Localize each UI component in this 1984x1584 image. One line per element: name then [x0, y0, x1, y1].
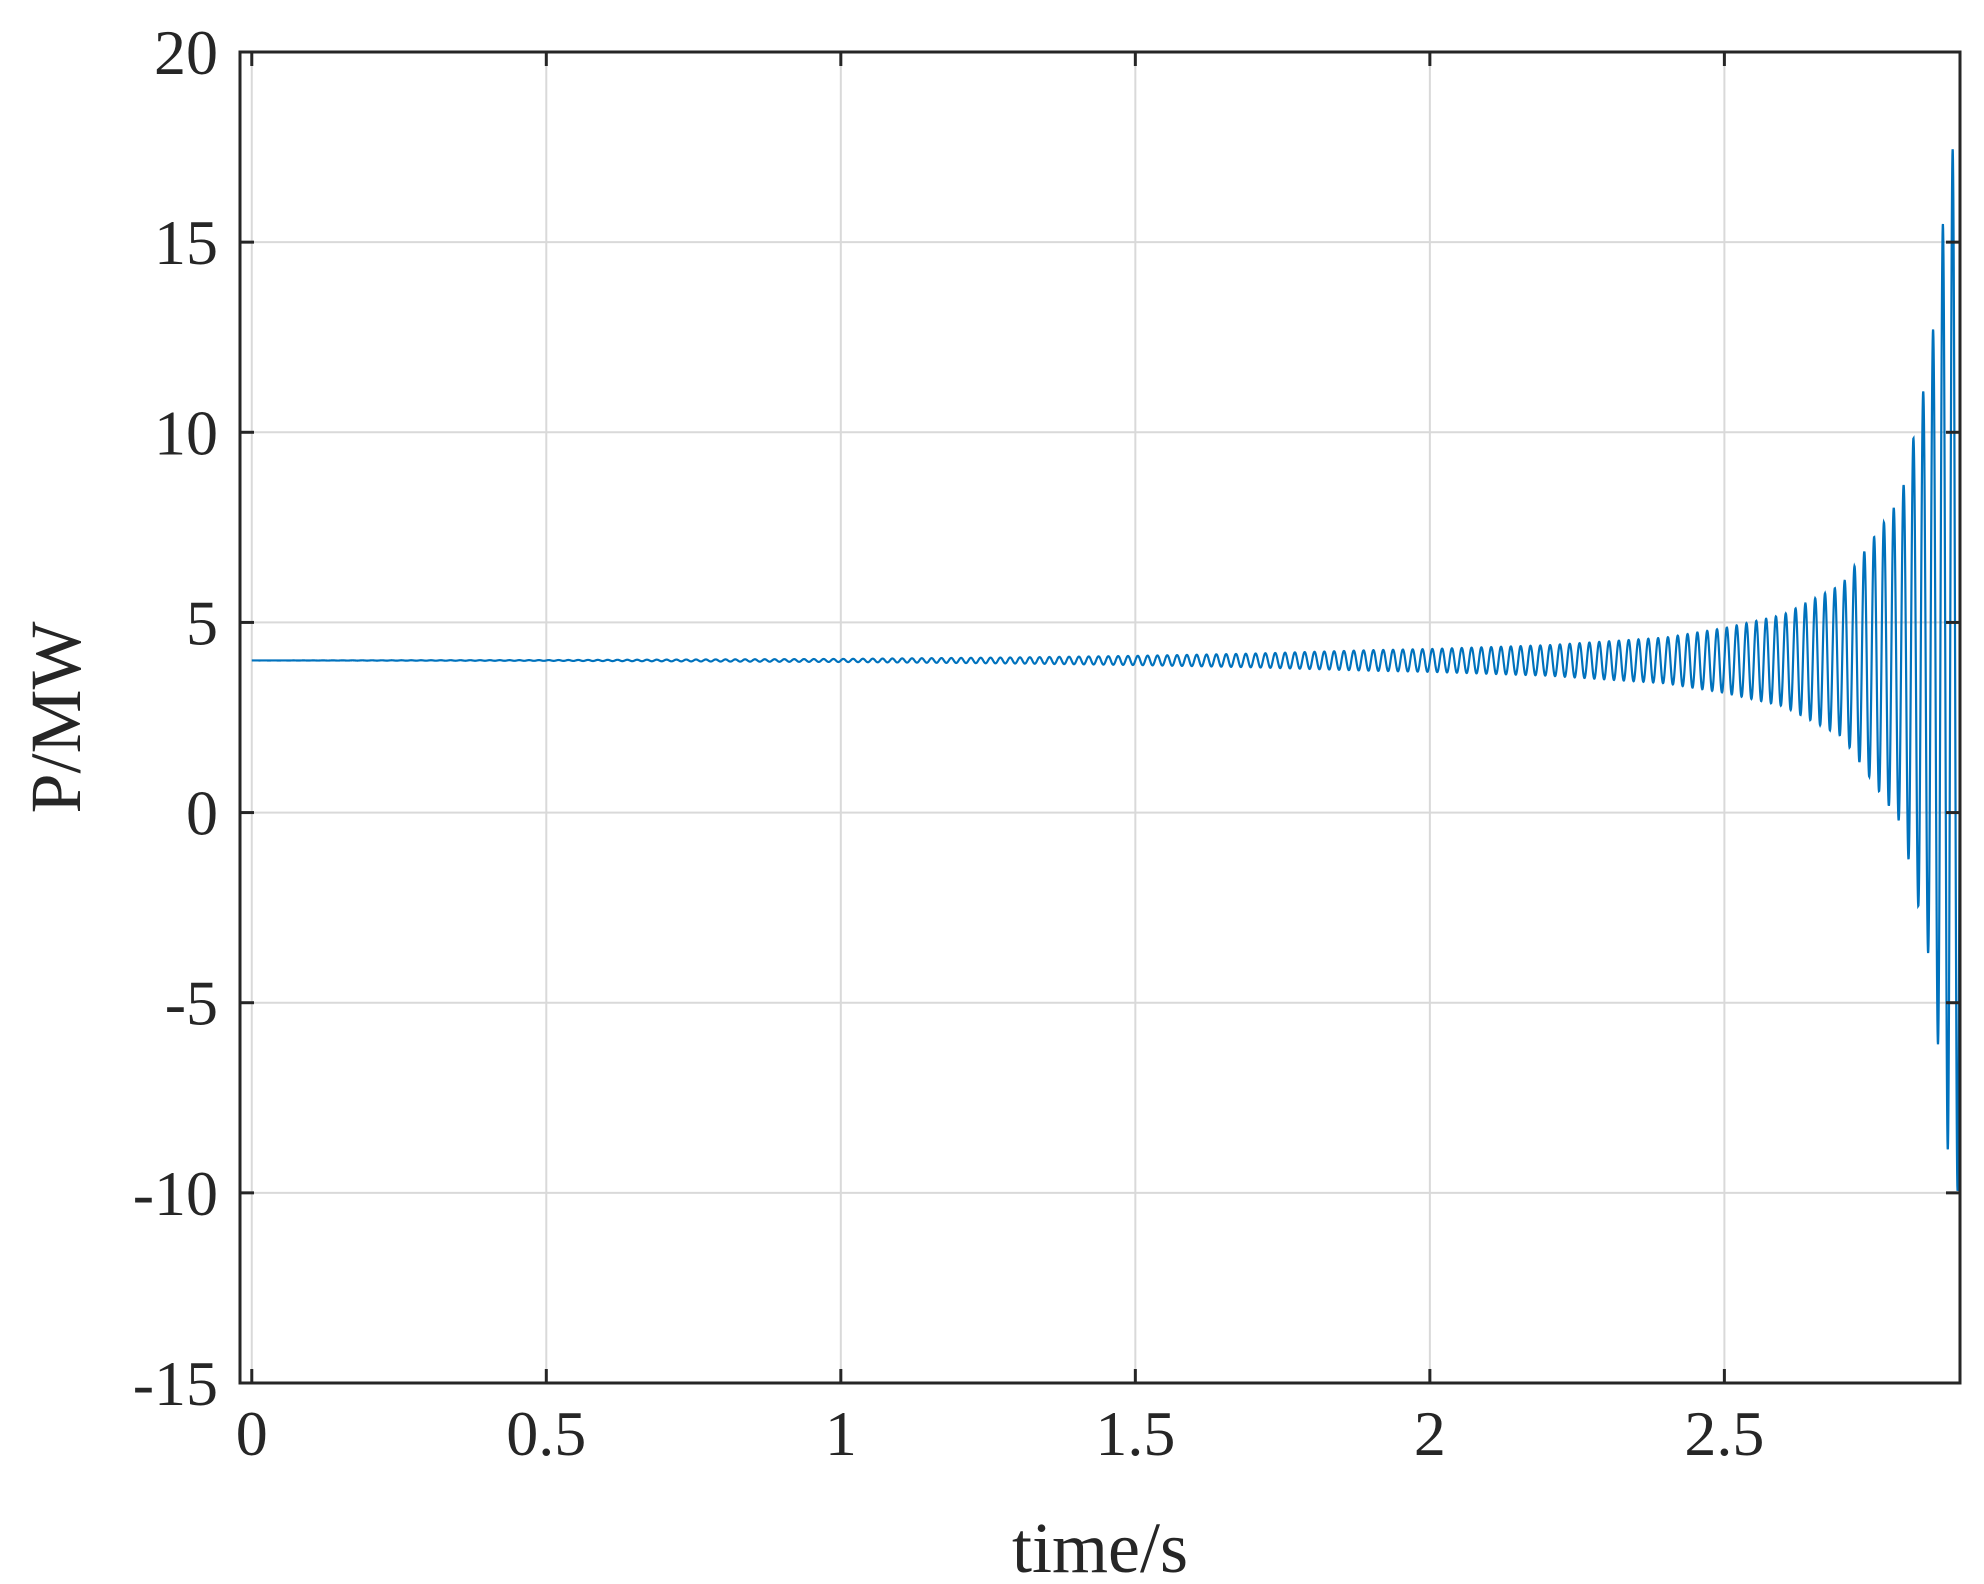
- y-tick-label: 10: [154, 397, 218, 468]
- plot-frame: [238, 50, 1962, 1385]
- x-tick-label: 2.5: [1684, 1398, 1764, 1469]
- x-axis-label: time/s: [1012, 1508, 1188, 1584]
- x-tick-label: 1.5: [1095, 1398, 1175, 1469]
- y-tick-label: 5: [186, 587, 218, 658]
- series-area: [251, 149, 1962, 1191]
- y-tick-label: 0: [186, 778, 218, 849]
- y-tick-label: -10: [133, 1158, 218, 1229]
- x-tick-label: 0: [236, 1398, 268, 1469]
- y-tick-label: 15: [154, 207, 218, 278]
- x-axis: 0 0.5 1 1.5 2 2.5: [236, 52, 1764, 1469]
- y-tick-label: 20: [154, 17, 218, 88]
- y-tick-label: -5: [165, 968, 218, 1039]
- y-axis-label: P/MW: [16, 621, 96, 813]
- x-tick-label: 0.5: [506, 1398, 586, 1469]
- grid: [240, 51, 1960, 1384]
- y-tick-label: -15: [133, 1348, 218, 1419]
- x-tick-label: 2: [1414, 1398, 1446, 1469]
- x-tick-label: 1: [825, 1398, 857, 1469]
- y-axis: -15 -10 -5 0 5 10 15 20: [133, 17, 1960, 1419]
- series-line: [251, 149, 1962, 1191]
